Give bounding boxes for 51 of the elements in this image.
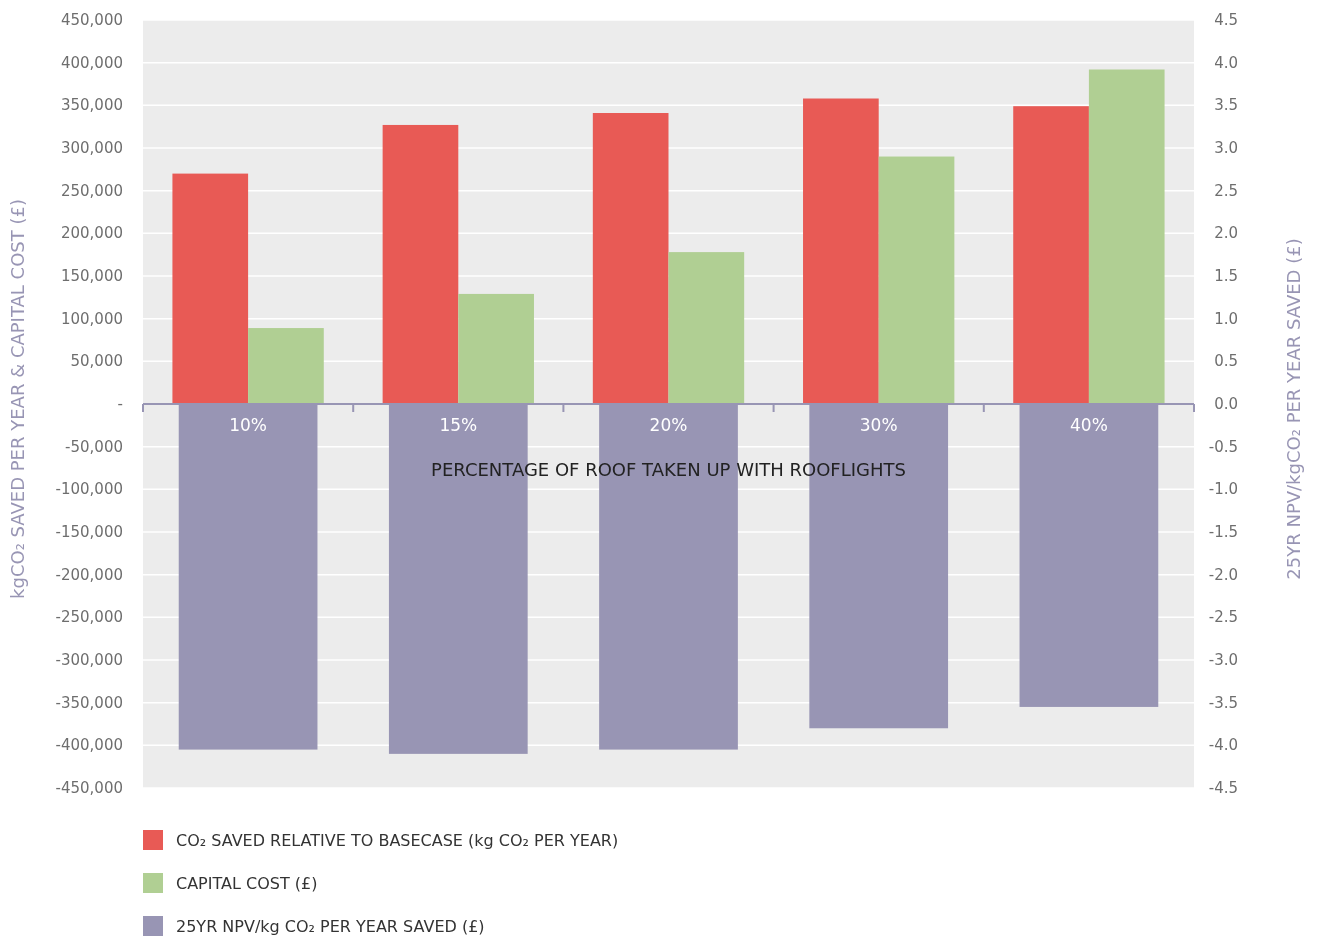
y-tick-label: -400,000 (55, 736, 123, 755)
y-tick-label: 100,000 (60, 309, 123, 328)
legend-label: CAPITAL COST (£) (176, 874, 318, 893)
y2-tick-label: -1.5 (1208, 523, 1238, 541)
y-tick-label: 200,000 (60, 224, 123, 243)
y2-tick-label: 1.0 (1214, 309, 1238, 328)
y2-tick-label: 2.0 (1214, 224, 1238, 243)
y2-tick-label: -0.5 (1208, 437, 1238, 456)
y-axis-title: kgCO₂ SAVED PER YEAR & CAPITAL COST (£) (7, 199, 28, 599)
y-tick-label: -150,000 (55, 523, 123, 541)
legend-label: CO₂ SAVED RELATIVE TO BASECASE (kg CO₂ PER YEAR) (176, 831, 619, 850)
y2-tick-label: 0.5 (1214, 352, 1238, 371)
y-tick-label: -300,000 (55, 651, 123, 669)
y2-axis-title: 25YR NPV/kgCO₂ PER YEAR SAVED (£) (1283, 238, 1304, 580)
y2-tick-label: -2.5 (1208, 608, 1238, 627)
y2-tick-label: -2.0 (1208, 565, 1238, 584)
y2-tick-label: -3.5 (1208, 693, 1238, 712)
y2-tick-label: 3.0 (1214, 139, 1238, 157)
x-tick-label: 20% (649, 415, 688, 435)
y-tick-label: -250,000 (55, 608, 123, 627)
y-tick-label: -350,000 (55, 693, 123, 712)
y2-tick-label: 3.5 (1214, 96, 1238, 115)
y-tick-label: 450,000 (60, 11, 123, 29)
y2-tick-label: 4.5 (1214, 11, 1238, 29)
y-tick-label: -200,000 (55, 565, 123, 584)
y-tick-label: 150,000 (60, 267, 123, 285)
legend-label: 25YR NPV/kg CO₂ PER YEAR SAVED (£) (176, 917, 485, 936)
x-tick-label: 30% (859, 415, 898, 435)
bar (248, 328, 324, 404)
y2-tick-label: -3.0 (1208, 651, 1238, 669)
x-tick-label: 15% (439, 415, 478, 435)
y-tick-label: -450,000 (55, 779, 123, 797)
y-tick-label: -100,000 (55, 480, 123, 499)
y-tick-label: 50,000 (70, 352, 123, 371)
bar (458, 293, 534, 404)
y-tick-label: 400,000 (60, 53, 123, 72)
y2-tick-label: 4.0 (1214, 53, 1238, 72)
y2-tick-label: -1.0 (1208, 480, 1238, 499)
x-tick-label: 40% (1070, 415, 1108, 435)
y2-tick-label: 1.5 (1214, 267, 1238, 285)
y-tick-label: 250,000 (60, 181, 123, 200)
y2-tick-label: -4.0 (1208, 736, 1238, 755)
y2-tick-label: 0.0 (1214, 395, 1238, 413)
y-tick-label: 350,000 (60, 96, 123, 115)
y-tick-label: 300,000 (60, 139, 123, 157)
bar (668, 252, 745, 404)
y2-tick-label: -4.5 (1208, 779, 1238, 797)
y-tick-label: - (117, 395, 123, 413)
y2-tick-label: 2.5 (1214, 181, 1238, 200)
x-tick-label: 10% (229, 415, 267, 435)
y-tick-label: -50,000 (65, 437, 123, 456)
